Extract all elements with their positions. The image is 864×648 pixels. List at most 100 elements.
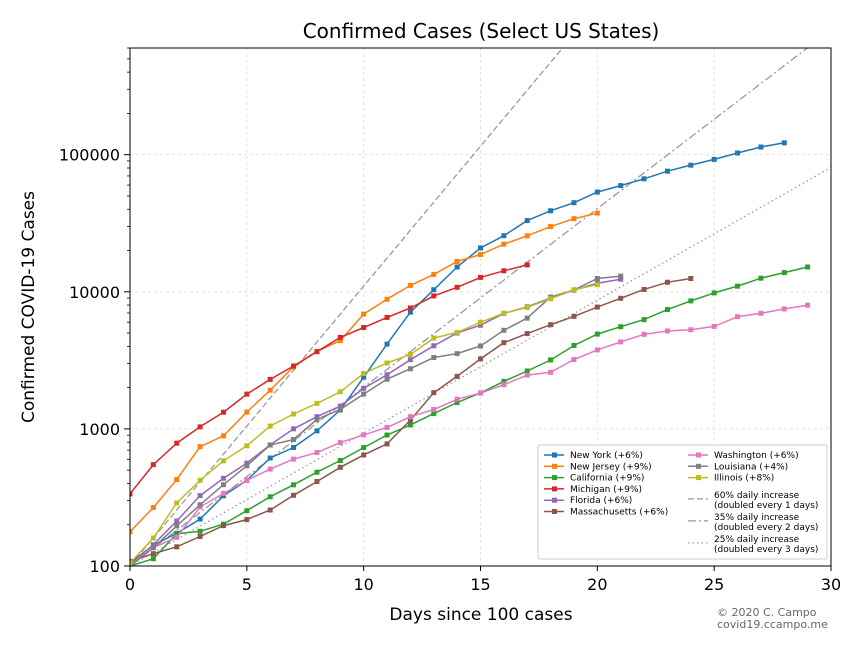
data-point bbox=[478, 343, 483, 349]
data-point bbox=[197, 534, 203, 540]
data-point bbox=[291, 492, 297, 498]
data-point bbox=[407, 309, 413, 315]
legend-label: New Jersey (+9%) bbox=[570, 462, 652, 472]
series-line bbox=[130, 266, 808, 566]
data-point bbox=[291, 444, 297, 450]
series bbox=[130, 282, 600, 566]
data-point bbox=[384, 296, 390, 302]
data-point bbox=[314, 450, 320, 456]
data-point bbox=[197, 424, 203, 430]
data-point bbox=[407, 282, 413, 288]
data-point bbox=[407, 305, 413, 311]
data-point bbox=[220, 433, 226, 439]
data-point bbox=[244, 508, 250, 514]
data-point bbox=[478, 252, 483, 258]
data-point bbox=[384, 360, 390, 366]
legend-marker bbox=[552, 509, 557, 514]
data-point bbox=[431, 390, 437, 396]
data-point bbox=[150, 542, 156, 548]
series-line bbox=[130, 275, 621, 566]
data-point bbox=[501, 268, 507, 274]
data-point bbox=[571, 200, 577, 206]
data-point bbox=[548, 208, 554, 214]
series-group bbox=[130, 140, 811, 566]
data-point bbox=[130, 491, 133, 497]
data-point bbox=[361, 452, 367, 458]
series-line bbox=[130, 304, 808, 566]
data-point bbox=[805, 302, 811, 308]
legend-box bbox=[537, 444, 828, 560]
data-point bbox=[361, 385, 367, 391]
data-point bbox=[501, 233, 507, 239]
data-point bbox=[220, 490, 226, 496]
y-axis-label: Confirmed COVID-19 Cases bbox=[19, 191, 39, 423]
data-point bbox=[571, 342, 577, 348]
data-point bbox=[267, 507, 273, 513]
legend-marker bbox=[696, 463, 701, 469]
data-point bbox=[548, 322, 554, 328]
data-point bbox=[150, 551, 156, 557]
legend-marker bbox=[552, 452, 557, 458]
data-point bbox=[291, 426, 297, 432]
legend-label: 35% daily increase bbox=[714, 513, 800, 523]
data-point bbox=[454, 396, 460, 402]
legend-entry: Louisiana (+4%) bbox=[688, 462, 788, 472]
data-point bbox=[431, 335, 437, 341]
legend: New York (+6%)New Jersey (+9%) California… bbox=[537, 444, 828, 560]
data-point bbox=[524, 315, 530, 321]
data-point bbox=[594, 347, 600, 353]
data-point bbox=[758, 144, 764, 150]
data-point bbox=[407, 351, 413, 357]
legend-label: 25% daily increase bbox=[714, 535, 800, 545]
data-point bbox=[618, 276, 624, 282]
data-point bbox=[197, 528, 203, 534]
data-point bbox=[291, 456, 297, 462]
legend-marker bbox=[552, 475, 557, 481]
legend-marker bbox=[552, 486, 557, 492]
data-point bbox=[174, 523, 180, 529]
data-point bbox=[337, 440, 343, 446]
legend-label: (doubled every 2 days) bbox=[714, 523, 818, 533]
data-point bbox=[174, 440, 180, 446]
data-point bbox=[735, 314, 741, 320]
data-point bbox=[618, 339, 624, 345]
data-point bbox=[314, 400, 320, 406]
data-point bbox=[641, 317, 647, 323]
data-point bbox=[594, 282, 600, 288]
data-point bbox=[174, 477, 180, 483]
data-point bbox=[174, 518, 180, 524]
data-point bbox=[291, 411, 297, 417]
data-point bbox=[150, 556, 156, 562]
data-point bbox=[688, 327, 694, 333]
data-point bbox=[384, 372, 390, 378]
data-point bbox=[244, 477, 250, 483]
data-point bbox=[407, 417, 413, 423]
legend-entry: 60% daily increase(doubled every 1 days) bbox=[688, 491, 818, 511]
data-point bbox=[571, 357, 577, 363]
reference-line bbox=[130, 48, 564, 566]
data-point bbox=[267, 423, 273, 429]
data-point bbox=[267, 466, 273, 472]
data-point bbox=[314, 428, 320, 434]
x-axis-label: Days since 100 cases bbox=[389, 605, 572, 625]
data-point bbox=[291, 436, 297, 442]
x-tick-label: 10 bbox=[353, 575, 373, 594]
data-point bbox=[407, 366, 413, 372]
data-point bbox=[431, 411, 437, 417]
data-point bbox=[548, 224, 554, 230]
data-point bbox=[805, 264, 811, 270]
data-point bbox=[781, 140, 787, 146]
series bbox=[130, 262, 530, 497]
data-point bbox=[688, 276, 694, 282]
data-point bbox=[220, 458, 226, 464]
data-point bbox=[267, 442, 273, 448]
data-point bbox=[361, 370, 367, 376]
data-point bbox=[735, 283, 741, 289]
data-point bbox=[314, 416, 320, 422]
data-point bbox=[197, 444, 203, 450]
legend-label: Louisiana (+4%) bbox=[714, 462, 788, 472]
data-point bbox=[150, 462, 156, 468]
data-point bbox=[130, 560, 133, 566]
y-axis: 100 1000 10000 100000 bbox=[59, 146, 130, 576]
